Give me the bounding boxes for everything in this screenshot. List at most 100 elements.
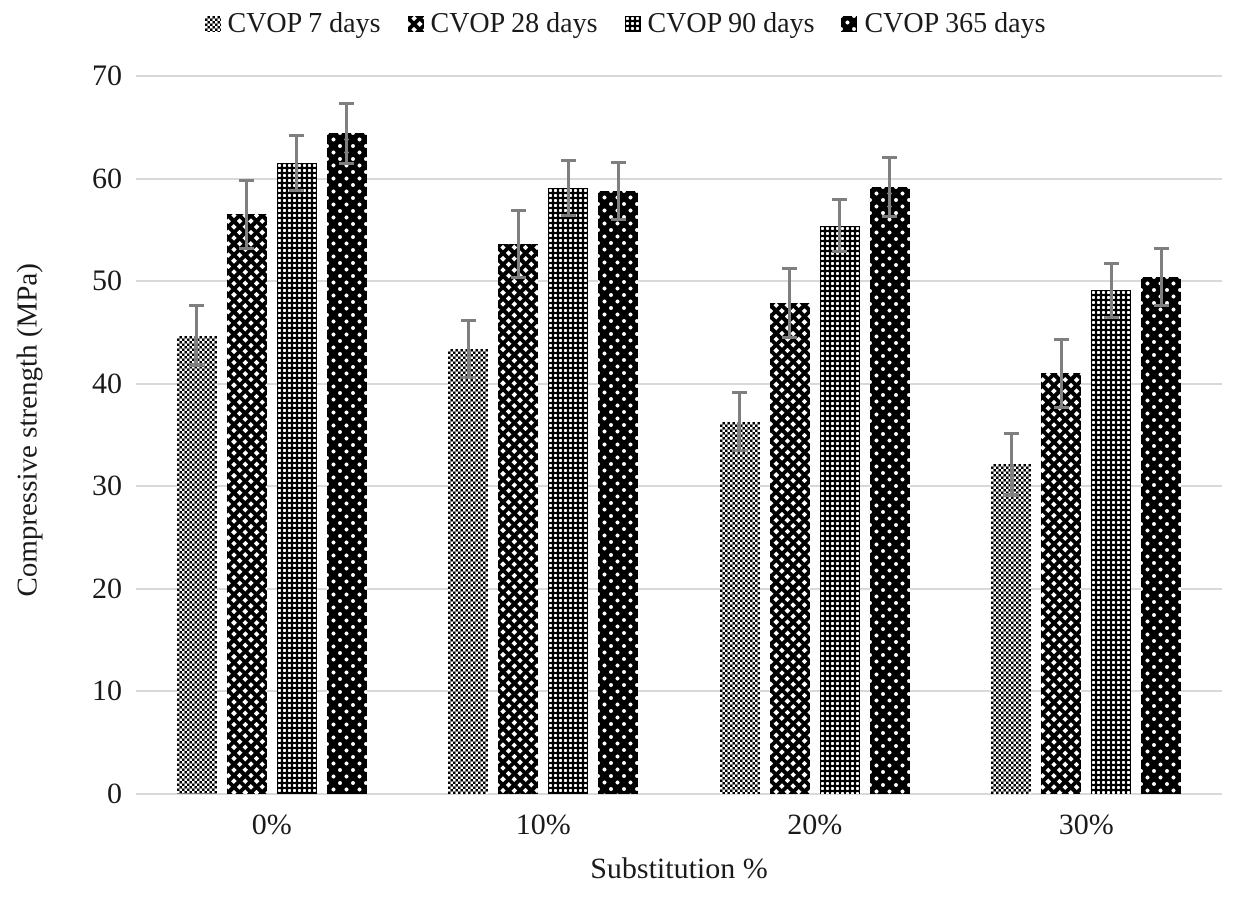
error-bar-cvop-365-days-20 [882,156,898,218]
error-bar-stem [466,319,470,379]
bar-cvop-90-days-20 [819,225,860,794]
x-tick-label-30: 30% [1058,808,1114,841]
error-bar-stem [1009,431,1013,496]
error-bar-cap-bottom [189,364,205,368]
error-bar-cap-bottom [782,335,798,339]
error-bar-cap-bottom [1053,406,1069,410]
error-bar-stem [345,101,349,166]
error-bar-cap-bottom [1103,316,1119,320]
error-bar-cvop-28-days-10 [510,209,526,280]
bar-cvop-7-days-0 [176,335,217,794]
error-bar-cap-bottom [560,213,576,217]
error-bar-cap-top [460,319,476,323]
bar-cvop-28-days-20 [769,302,810,794]
error-bar-stem [295,134,299,192]
error-bar-stem [888,156,892,218]
error-bar-cap-top [289,134,305,138]
error-bar-stem [838,198,842,254]
error-bar-cap-top [339,101,355,105]
error-bar-cap-top [732,390,748,394]
chart-legend: CVOP 7 days CVOP 28 days CVOP 90 days CVOP … [0,6,1250,42]
error-bar-cap-top [189,303,205,307]
bar-cvop-365-days-20 [869,186,910,794]
legend-marker-dot-grid-icon [624,16,641,32]
error-bar-cap-bottom [610,217,626,221]
x-tick-label-20: 20% [787,808,843,841]
legend-label: CVOP 7 days [227,8,381,39]
error-bar-stem [516,209,520,280]
error-bar-cvop-28-days-20 [782,266,798,339]
error-bar-cap-bottom [1153,303,1169,307]
error-bar-stem [1159,247,1163,307]
bar-cvop-365-days-0 [326,133,367,794]
legend-marker-trellis-icon [407,16,424,32]
error-bar-cvop-90-days-0 [289,134,305,192]
error-bar-cap-bottom [239,247,255,251]
legend-item-cvop-90-days: CVOP 90 days [624,8,815,39]
bar-cvop-28-days-30 [1041,373,1082,794]
bar-cvop-7-days-20 [719,421,760,794]
bar-cvop-365-days-30 [1141,277,1182,794]
error-bar-cap-bottom [1003,492,1019,496]
error-bar-cap-bottom [882,214,898,218]
gridline-50 [136,280,1222,283]
gridline-10 [136,690,1222,693]
bar-cvop-7-days-10 [448,348,489,794]
error-bar-cap-bottom [289,188,305,192]
error-bar-cap-top [1153,247,1169,251]
bar-cvop-90-days-10 [548,187,589,794]
error-bar-cvop-7-days-0 [189,303,205,368]
error-bar-cap-top [832,198,848,202]
legend-marker-dot-sparse-icon [841,16,858,32]
bar-cvop-7-days-30 [991,463,1032,794]
legend-label: CVOP 90 days [647,8,815,39]
error-bar-cvop-28-days-30 [1053,337,1069,410]
gridline-60 [136,177,1222,180]
error-bar-cap-bottom [339,162,355,166]
y-tick-label-40: 40 [92,366,122,400]
y-tick-label-10: 10 [92,674,122,708]
error-bar-cvop-28-days-0 [239,178,255,251]
y-tick-label-0: 0 [107,777,122,810]
y-tick-label-30: 30 [92,469,122,503]
error-bar-cap-top [560,159,576,163]
gridline-20 [136,587,1222,590]
gridline-30 [136,485,1222,488]
gridline-70 [136,75,1222,77]
error-bar-stem [1109,261,1113,320]
error-bar-cvop-365-days-30 [1153,247,1169,307]
error-bar-stem [566,159,570,217]
error-bar-cap-top [1003,431,1019,435]
x-tick-label-10: 10% [515,808,571,841]
error-bar-cap-top [1103,261,1119,265]
error-bar-cvop-90-days-10 [560,159,576,217]
bar-cvop-365-days-10 [598,190,639,794]
y-tick-label-50: 50 [92,264,122,298]
error-bar-stem [788,266,792,339]
error-bar-stem [245,178,249,251]
error-bar-cvop-7-days-20 [732,390,748,453]
y-tick-label-60: 60 [92,161,122,195]
error-bar-cap-bottom [510,276,526,280]
error-bar-cap-top [882,156,898,159]
error-bar-stem [616,161,620,221]
error-bar-cap-top [510,209,526,213]
error-bar-cvop-90-days-20 [832,198,848,254]
error-bar-cvop-7-days-30 [1003,431,1019,496]
error-bar-cvop-90-days-30 [1103,261,1119,320]
legend-marker-checker-fine-icon [204,16,221,32]
legend-label: CVOP 365 days [864,8,1046,39]
error-bar-stem [195,303,199,368]
error-bar-cvop-365-days-10 [610,161,626,221]
error-bar-stem [1059,337,1063,410]
bar-cvop-28-days-0 [226,214,267,794]
error-bar-cap-bottom [832,250,848,254]
error-bar-cvop-365-days-0 [339,101,355,166]
x-tick-label-0: 0% [251,808,292,841]
error-bar-cap-bottom [460,375,476,379]
bar-cvop-90-days-0 [276,163,317,794]
legend-item-cvop-365-days: CVOP 365 days [841,10,1045,38]
y-tick-label-70: 70 [92,59,122,92]
